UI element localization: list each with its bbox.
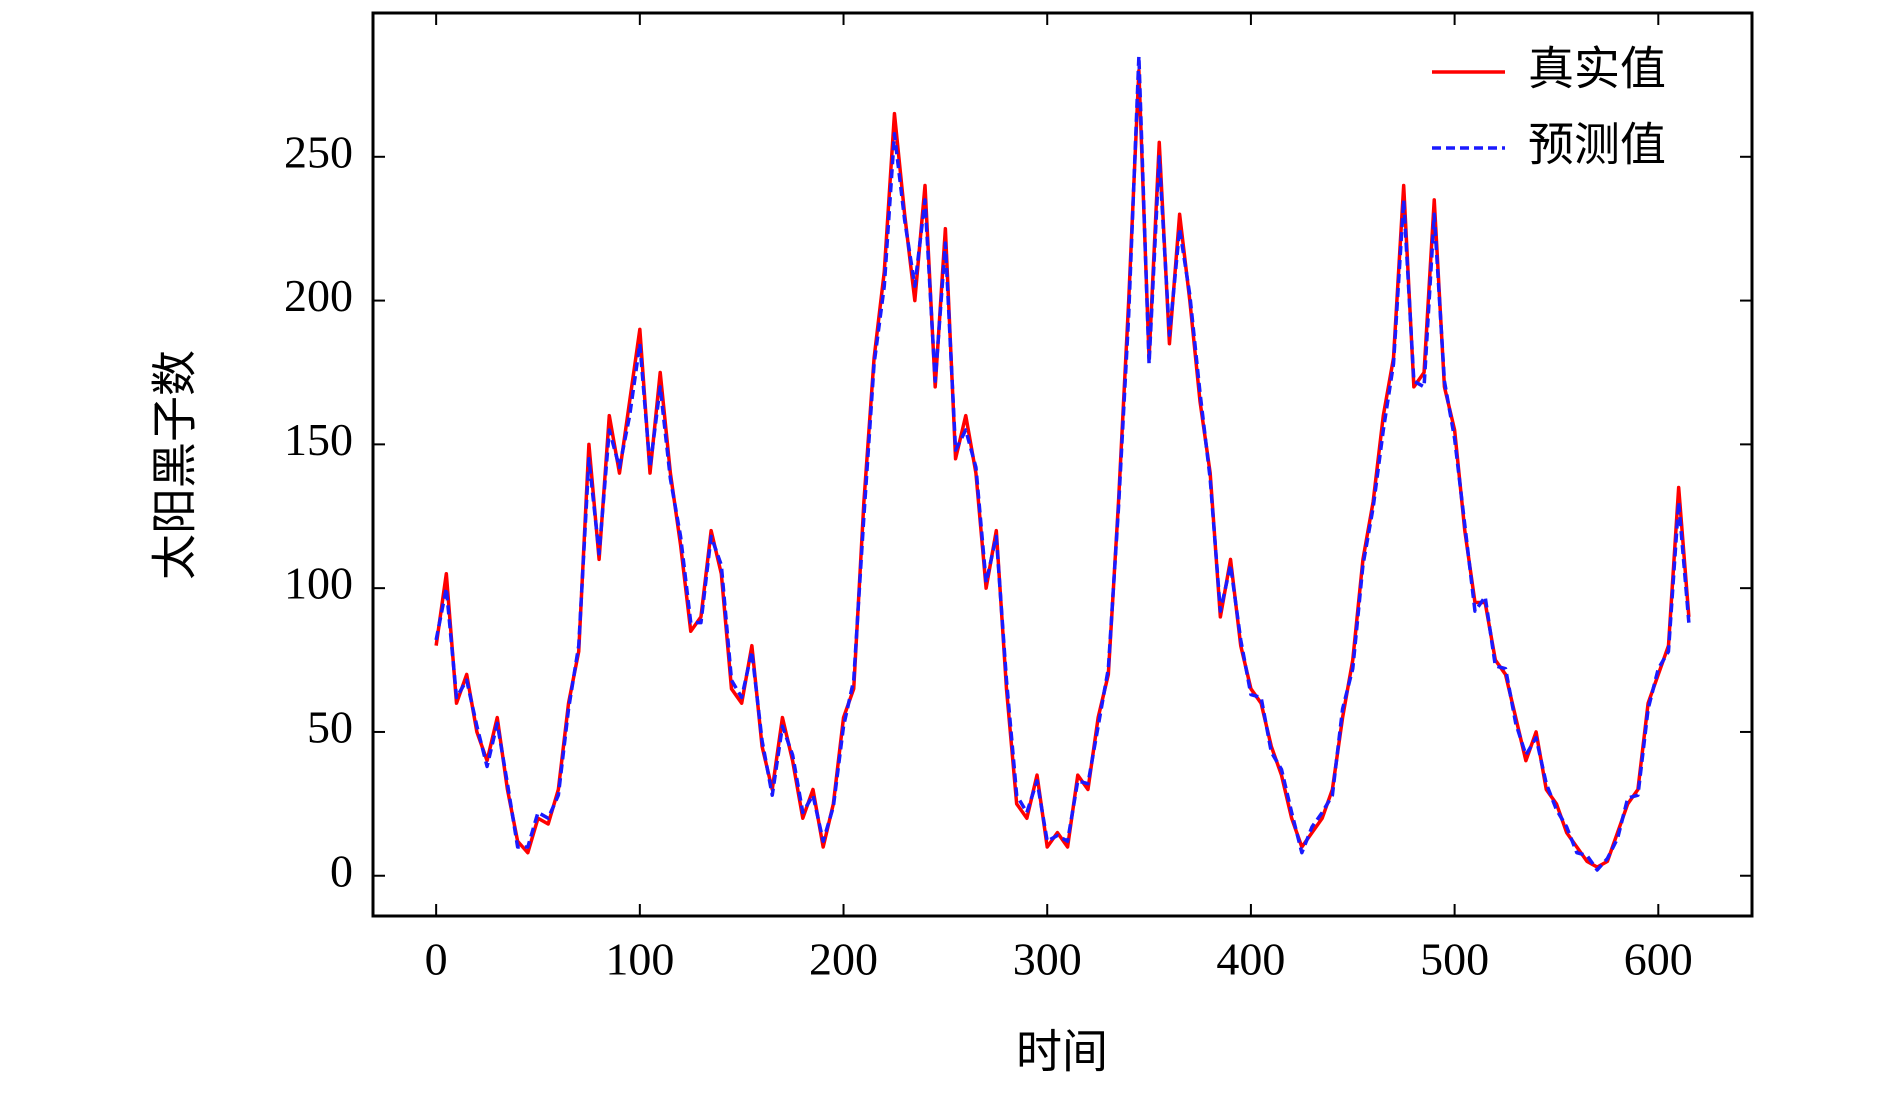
- x-tick-label: 100: [605, 934, 674, 985]
- x-tick-label: 500: [1420, 934, 1489, 985]
- y-tick-label: 250: [284, 126, 353, 177]
- legend-label: 预测值: [1528, 118, 1666, 172]
- legend-label: 真实值: [1528, 42, 1666, 96]
- x-tick-label: 200: [809, 934, 878, 985]
- series-line: [434, 68, 1691, 869]
- plot-frame: [371, 11, 1754, 918]
- x-tick-label: 600: [1624, 934, 1693, 985]
- x-axis-label: 时间: [1016, 1025, 1108, 1079]
- x-tick-label: 0: [425, 934, 448, 985]
- y-tick-label: 100: [284, 558, 353, 609]
- x-tick-label: 400: [1216, 934, 1285, 985]
- y-tick-label: 0: [330, 845, 353, 896]
- series-line: [434, 54, 1691, 872]
- y-tick-label: 150: [284, 414, 353, 465]
- y-tick-label: 200: [284, 270, 353, 321]
- y-axis-label: 太阳黑子数: [148, 350, 202, 580]
- y-tick-label: 50: [307, 702, 353, 753]
- x-tick-label: 300: [1013, 934, 1082, 985]
